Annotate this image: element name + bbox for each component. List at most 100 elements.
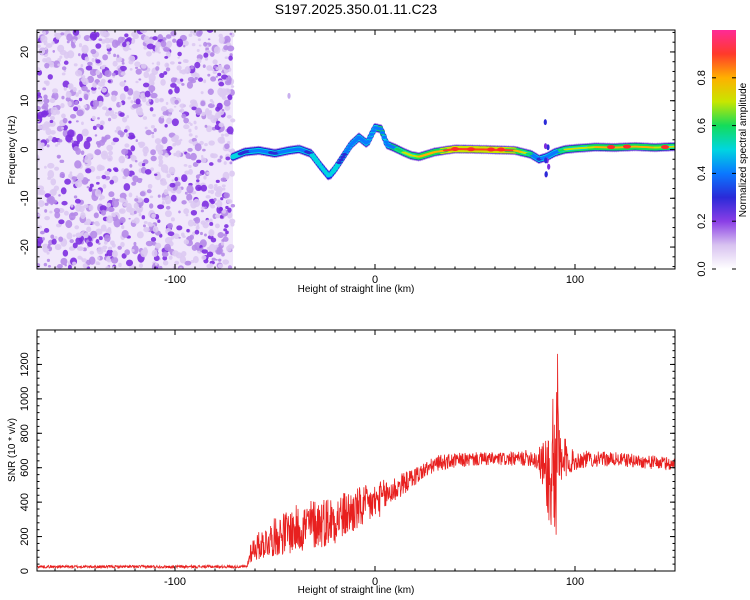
- noise-speckle: [224, 104, 231, 111]
- noise-speckle: [200, 206, 205, 210]
- noise-speckle: [148, 85, 156, 93]
- noise-speckle: [200, 91, 204, 95]
- noise-speckle: [144, 126, 148, 130]
- noise-speckle: [198, 44, 202, 47]
- noise-speckle: [223, 228, 228, 232]
- noise-speckle: [162, 111, 169, 116]
- noise-speckle: [124, 155, 129, 159]
- noise-speckle: [37, 67, 41, 72]
- noise-speckle: [208, 162, 214, 166]
- noise-speckle: [119, 65, 127, 72]
- noise-speckle: [103, 240, 108, 245]
- noise-speckle: [222, 259, 230, 265]
- noise-speckle: [49, 119, 54, 124]
- noise-speckle: [86, 226, 92, 233]
- noise-speckle: [174, 86, 180, 94]
- noise-speckle: [102, 184, 107, 189]
- noise-speckle: [202, 64, 206, 68]
- noise-speckle: [97, 142, 102, 148]
- noise-speckle: [181, 200, 187, 205]
- noise-speckle: [174, 139, 182, 146]
- noise-speckle: [117, 245, 122, 250]
- noise-speckle: [96, 246, 104, 255]
- noise-speckle: [50, 130, 56, 135]
- noise-speckle: [88, 236, 93, 242]
- noise-speckle: [93, 222, 97, 225]
- noise-speckle: [47, 264, 52, 268]
- noise-speckle: [131, 245, 139, 255]
- x-tick-label: -100: [164, 274, 186, 286]
- noise-speckle: [128, 55, 136, 62]
- noise-speckle: [126, 115, 130, 119]
- noise-speckle: [129, 68, 133, 71]
- noise-speckle: [83, 232, 89, 239]
- noise-speckle: [147, 38, 155, 45]
- noise-speckle: [201, 249, 208, 254]
- ridge-mark: [340, 155, 346, 159]
- ridge-mark: [331, 168, 337, 172]
- noise-speckle: [168, 114, 172, 117]
- noise-speckle: [194, 77, 198, 80]
- noise-speckle: [173, 105, 177, 108]
- snr-plot-area: [37, 330, 675, 571]
- noise-speckle: [76, 109, 84, 117]
- noise-speckle: [207, 73, 211, 77]
- y-tick-label: -20: [19, 239, 31, 255]
- noise-speckle: [123, 129, 128, 133]
- noise-speckle: [61, 113, 66, 119]
- noise-speckle: [206, 30, 214, 33]
- noise-speckle: [49, 97, 56, 104]
- noise-speckle: [68, 120, 72, 124]
- noise-speckle: [128, 48, 132, 51]
- noise-speckle: [209, 218, 213, 223]
- noise-speckle: [124, 143, 130, 148]
- noise-speckle: [183, 239, 190, 245]
- noise-speckle: [131, 181, 137, 186]
- noise-speckle: [174, 260, 180, 265]
- noise-speckle: [124, 249, 131, 256]
- noise-speckle: [179, 255, 187, 264]
- noise-speckle: [83, 93, 89, 100]
- noise-speckle: [209, 230, 214, 236]
- noise-speckle: [104, 234, 111, 243]
- noise-speckle: [144, 90, 151, 98]
- noise-speckle: [150, 149, 156, 156]
- y-tick-label: 800: [19, 424, 31, 442]
- noise-speckle: [200, 100, 206, 107]
- noise-speckle: [46, 144, 50, 148]
- noise-speckle: [42, 31, 46, 35]
- noise-speckle: [180, 232, 185, 237]
- noise-speckle: [163, 71, 168, 75]
- noise-speckle: [170, 217, 175, 222]
- noise-speckle: [137, 177, 143, 184]
- noise-speckle: [102, 54, 109, 61]
- noise-speckle: [148, 222, 154, 227]
- noise-speckle: [162, 255, 168, 261]
- noise-speckle: [94, 149, 102, 156]
- noise-speckle: [191, 106, 197, 111]
- noise-speckle: [163, 189, 169, 196]
- noise-speckle: [221, 108, 225, 112]
- noise-speckle: [40, 123, 49, 131]
- noise-speckle: [95, 59, 101, 64]
- noise-speckle: [106, 215, 114, 224]
- noise-speckle: [108, 150, 114, 156]
- noise-speckle: [86, 89, 91, 93]
- noise-speckle: [166, 146, 173, 151]
- snr-content: [37, 353, 675, 570]
- noise-speckle: [218, 36, 225, 44]
- noise-speckle: [204, 206, 207, 210]
- noise-speckle: [170, 235, 174, 240]
- spectrogram-content: [37, 30, 675, 269]
- noise-speckle: [224, 143, 230, 150]
- snr-y-ticks: 0 200 400 600 800 1000 1200: [19, 329, 675, 574]
- noise-speckle: [111, 243, 116, 248]
- noise-speckle: [156, 61, 161, 66]
- noise-speckle: [50, 115, 56, 121]
- vertical-streak: [547, 163, 551, 170]
- noise-speckle: [81, 85, 88, 92]
- noise-speckle: [102, 245, 108, 250]
- noise-speckle: [81, 121, 84, 126]
- noise-speckle: [65, 134, 73, 143]
- noise-speckle: [169, 61, 175, 65]
